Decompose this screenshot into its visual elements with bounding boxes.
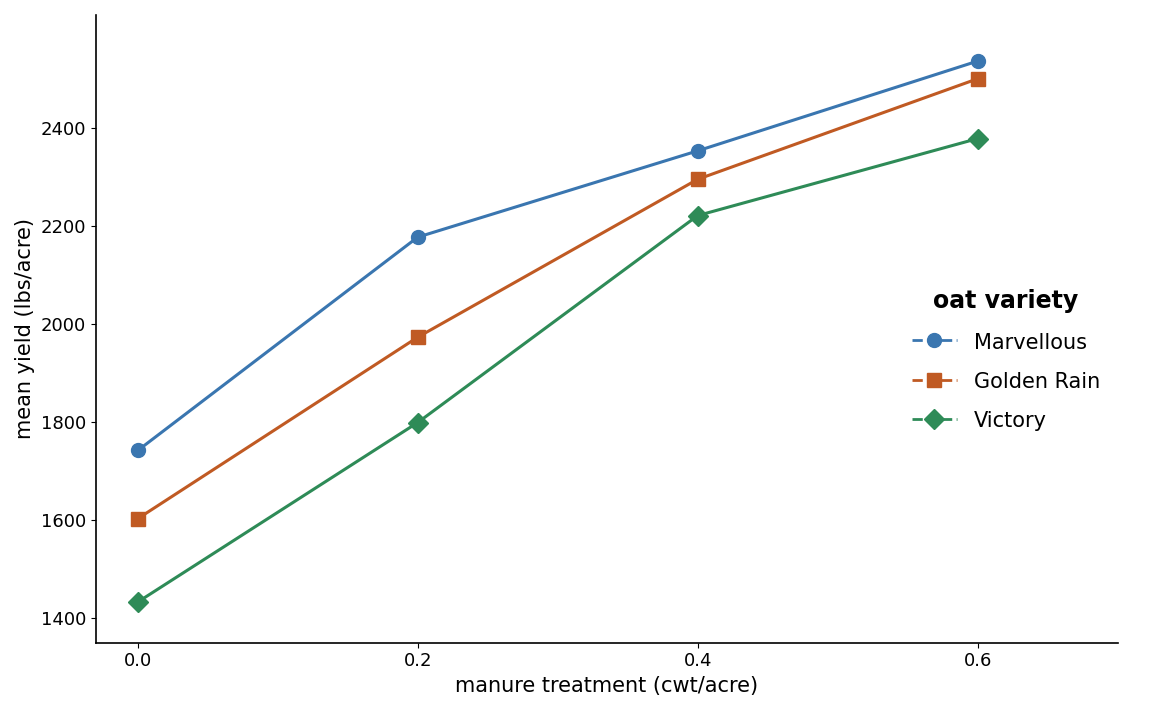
Legend: Marvellous, Golden Rain, Victory: Marvellous, Golden Rain, Victory — [903, 281, 1108, 439]
X-axis label: manure treatment (cwt/acre): manure treatment (cwt/acre) — [455, 676, 758, 696]
Y-axis label: mean yield (lbs/acre): mean yield (lbs/acre) — [15, 218, 35, 439]
